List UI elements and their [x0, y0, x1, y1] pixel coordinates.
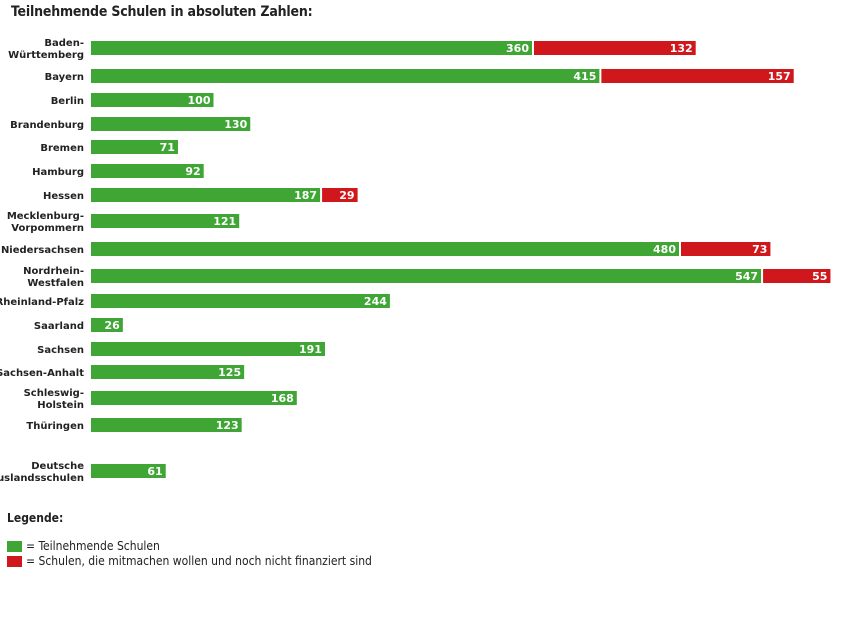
data-label: 61	[147, 465, 162, 478]
legend-swatch-green	[7, 540, 22, 552]
bar-unfunded	[601, 69, 794, 83]
bar-participating	[91, 365, 245, 379]
category-label: Hamburg	[32, 167, 84, 178]
data-label: 29	[339, 189, 354, 202]
data-label: 73	[752, 243, 767, 256]
data-label: 55	[812, 270, 827, 283]
data-label: 187	[294, 189, 317, 202]
data-label: 130	[224, 118, 247, 131]
data-label: 92	[185, 165, 200, 178]
bar-participating	[91, 391, 297, 405]
legend-label: = Teilnehmende Schulen	[26, 539, 160, 553]
bar-participating	[91, 188, 321, 202]
category-label: Auslandsschulen	[0, 473, 84, 484]
bar-participating	[91, 140, 178, 154]
category-label: Sachsen-Anhalt	[0, 368, 84, 379]
bar-unfunded	[763, 269, 831, 283]
bar-participating	[91, 69, 600, 83]
bar-participating	[91, 41, 532, 55]
category-label: Nordrhein-	[23, 266, 84, 277]
category-label: Thüringen	[26, 421, 84, 432]
data-label: 480	[653, 243, 676, 256]
category-label: Berlin	[51, 96, 84, 107]
data-label: 26	[105, 319, 121, 332]
bar-participating	[91, 117, 251, 131]
bar-chart: Baden-Württemberg 360 132 Bayern 415 157 Berli…	[0, 38, 831, 484]
category-label: Holstein	[37, 400, 84, 411]
data-label: 121	[213, 215, 236, 228]
category-label: Vorpommern	[11, 223, 84, 234]
data-label: 244	[364, 295, 387, 308]
data-label: 360	[506, 42, 529, 55]
data-label: 71	[160, 141, 175, 154]
category-label: Niedersachsen	[1, 245, 84, 256]
category-label: Württemberg	[8, 50, 84, 61]
bar-participating	[91, 318, 123, 332]
category-label: Sachsen	[37, 345, 84, 356]
category-label: Saarland	[34, 321, 84, 332]
category-label: Baden-	[44, 38, 84, 49]
bar-participating	[91, 93, 214, 107]
chart-title: Teilnehmende Schulen in absoluten Zahlen…	[11, 4, 313, 20]
data-label: 191	[299, 343, 322, 356]
bar-participating	[91, 269, 762, 283]
legend-item-participating: = Teilnehmende Schulen	[7, 539, 160, 553]
legend-swatch-red	[7, 555, 22, 567]
bar-participating	[91, 242, 679, 256]
bar-participating	[91, 418, 242, 432]
bar-participating	[91, 294, 390, 308]
bar-participating	[91, 164, 204, 178]
bar-unfunded	[534, 41, 696, 55]
data-label: 415	[573, 70, 596, 83]
bar-participating	[91, 464, 166, 478]
category-label: Rheinland-Pfalz	[0, 297, 84, 308]
bar-participating	[91, 342, 325, 356]
category-label: Schleswig-	[24, 388, 84, 399]
category-label: Bayern	[45, 72, 84, 83]
data-label: 132	[670, 42, 693, 55]
data-label: 547	[735, 270, 758, 283]
category-label: Brandenburg	[10, 120, 84, 131]
legend-title: Legende:	[7, 511, 64, 525]
data-label: 123	[216, 419, 239, 432]
category-label: Deutsche	[31, 461, 84, 472]
bar-unfunded	[322, 188, 358, 202]
category-label: Mecklenburg-	[7, 211, 84, 222]
category-label: Hessen	[43, 191, 84, 202]
legend-item-unfunded: = Schulen, die mitmachen wollen und noch…	[7, 554, 372, 568]
category-label: Bremen	[40, 143, 84, 154]
data-label: 125	[218, 366, 241, 379]
data-label: 168	[271, 392, 294, 405]
legend-label: = Schulen, die mitmachen wollen und noch…	[26, 554, 372, 568]
data-label: 157	[768, 70, 791, 83]
category-label: Westfalen	[27, 278, 84, 289]
bar-unfunded	[681, 242, 771, 256]
bar-participating	[91, 214, 240, 228]
data-label: 100	[188, 94, 211, 107]
